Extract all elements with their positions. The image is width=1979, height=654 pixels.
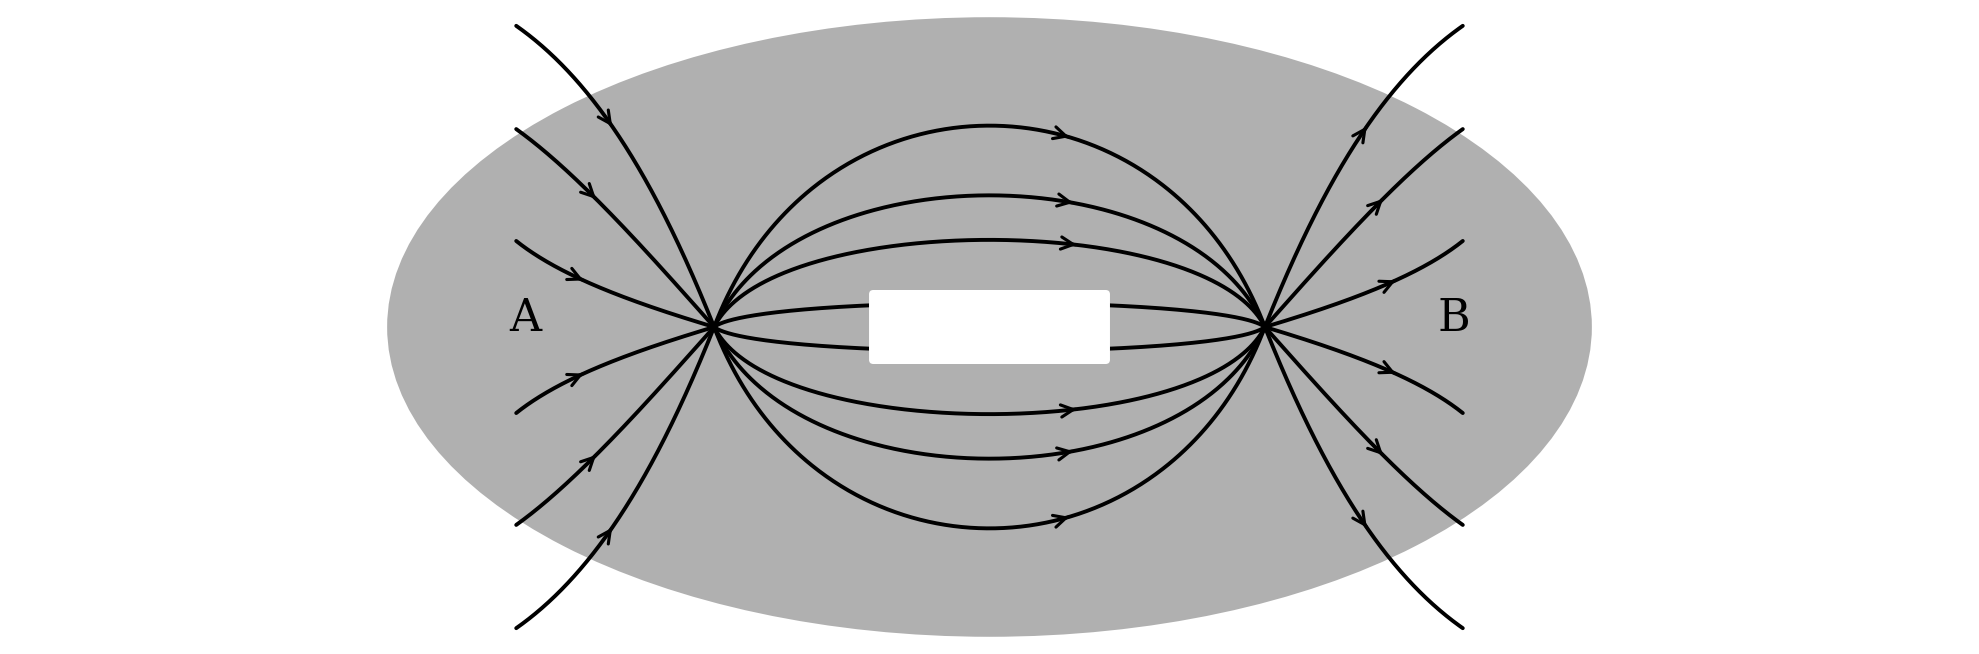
FancyBboxPatch shape <box>869 290 1110 364</box>
Ellipse shape <box>408 47 1571 607</box>
Text: B: B <box>1439 297 1470 340</box>
Text: A: A <box>509 297 540 340</box>
Ellipse shape <box>388 17 1591 637</box>
